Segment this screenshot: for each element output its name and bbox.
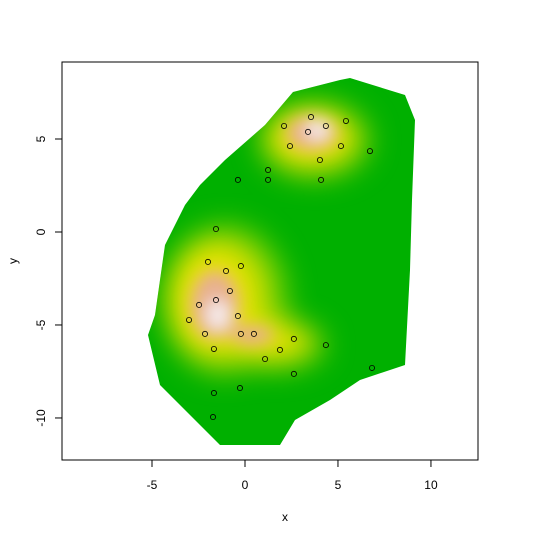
point [210, 414, 217, 421]
point [369, 364, 376, 371]
y-tick-label: -5 [34, 319, 48, 330]
point [342, 117, 349, 124]
point [196, 301, 203, 308]
point [186, 316, 193, 323]
point [290, 370, 297, 377]
point [281, 122, 288, 129]
point [262, 356, 269, 363]
point [234, 313, 241, 320]
x-tick-label: -5 [147, 478, 158, 492]
point [210, 345, 217, 352]
point [322, 342, 329, 349]
point [305, 128, 312, 135]
x-tick-label: 5 [335, 478, 342, 492]
point [318, 176, 325, 183]
point [236, 385, 243, 392]
x-tick-label: 0 [242, 478, 249, 492]
point [237, 330, 244, 337]
point [210, 390, 217, 397]
point [234, 176, 241, 183]
point [265, 176, 272, 183]
point [265, 167, 272, 174]
point [204, 258, 211, 265]
point [322, 122, 329, 129]
y-axis-label: y [6, 258, 20, 264]
y-tick-label: 0 [34, 228, 48, 235]
x-axis-label: x [282, 510, 288, 524]
y-tick-label: -10 [34, 409, 48, 427]
point [316, 157, 323, 164]
y-tick-label: 5 [34, 135, 48, 142]
point [237, 263, 244, 270]
density-field [148, 78, 415, 445]
point [212, 226, 219, 233]
point [226, 287, 233, 294]
x-tick-label: 10 [424, 478, 438, 492]
point [276, 346, 283, 353]
point [223, 268, 230, 275]
point [308, 114, 315, 121]
point [290, 335, 297, 342]
point [286, 143, 293, 150]
point [366, 148, 373, 155]
point [202, 330, 209, 337]
point [250, 330, 257, 337]
point [212, 297, 219, 304]
point [337, 143, 344, 150]
